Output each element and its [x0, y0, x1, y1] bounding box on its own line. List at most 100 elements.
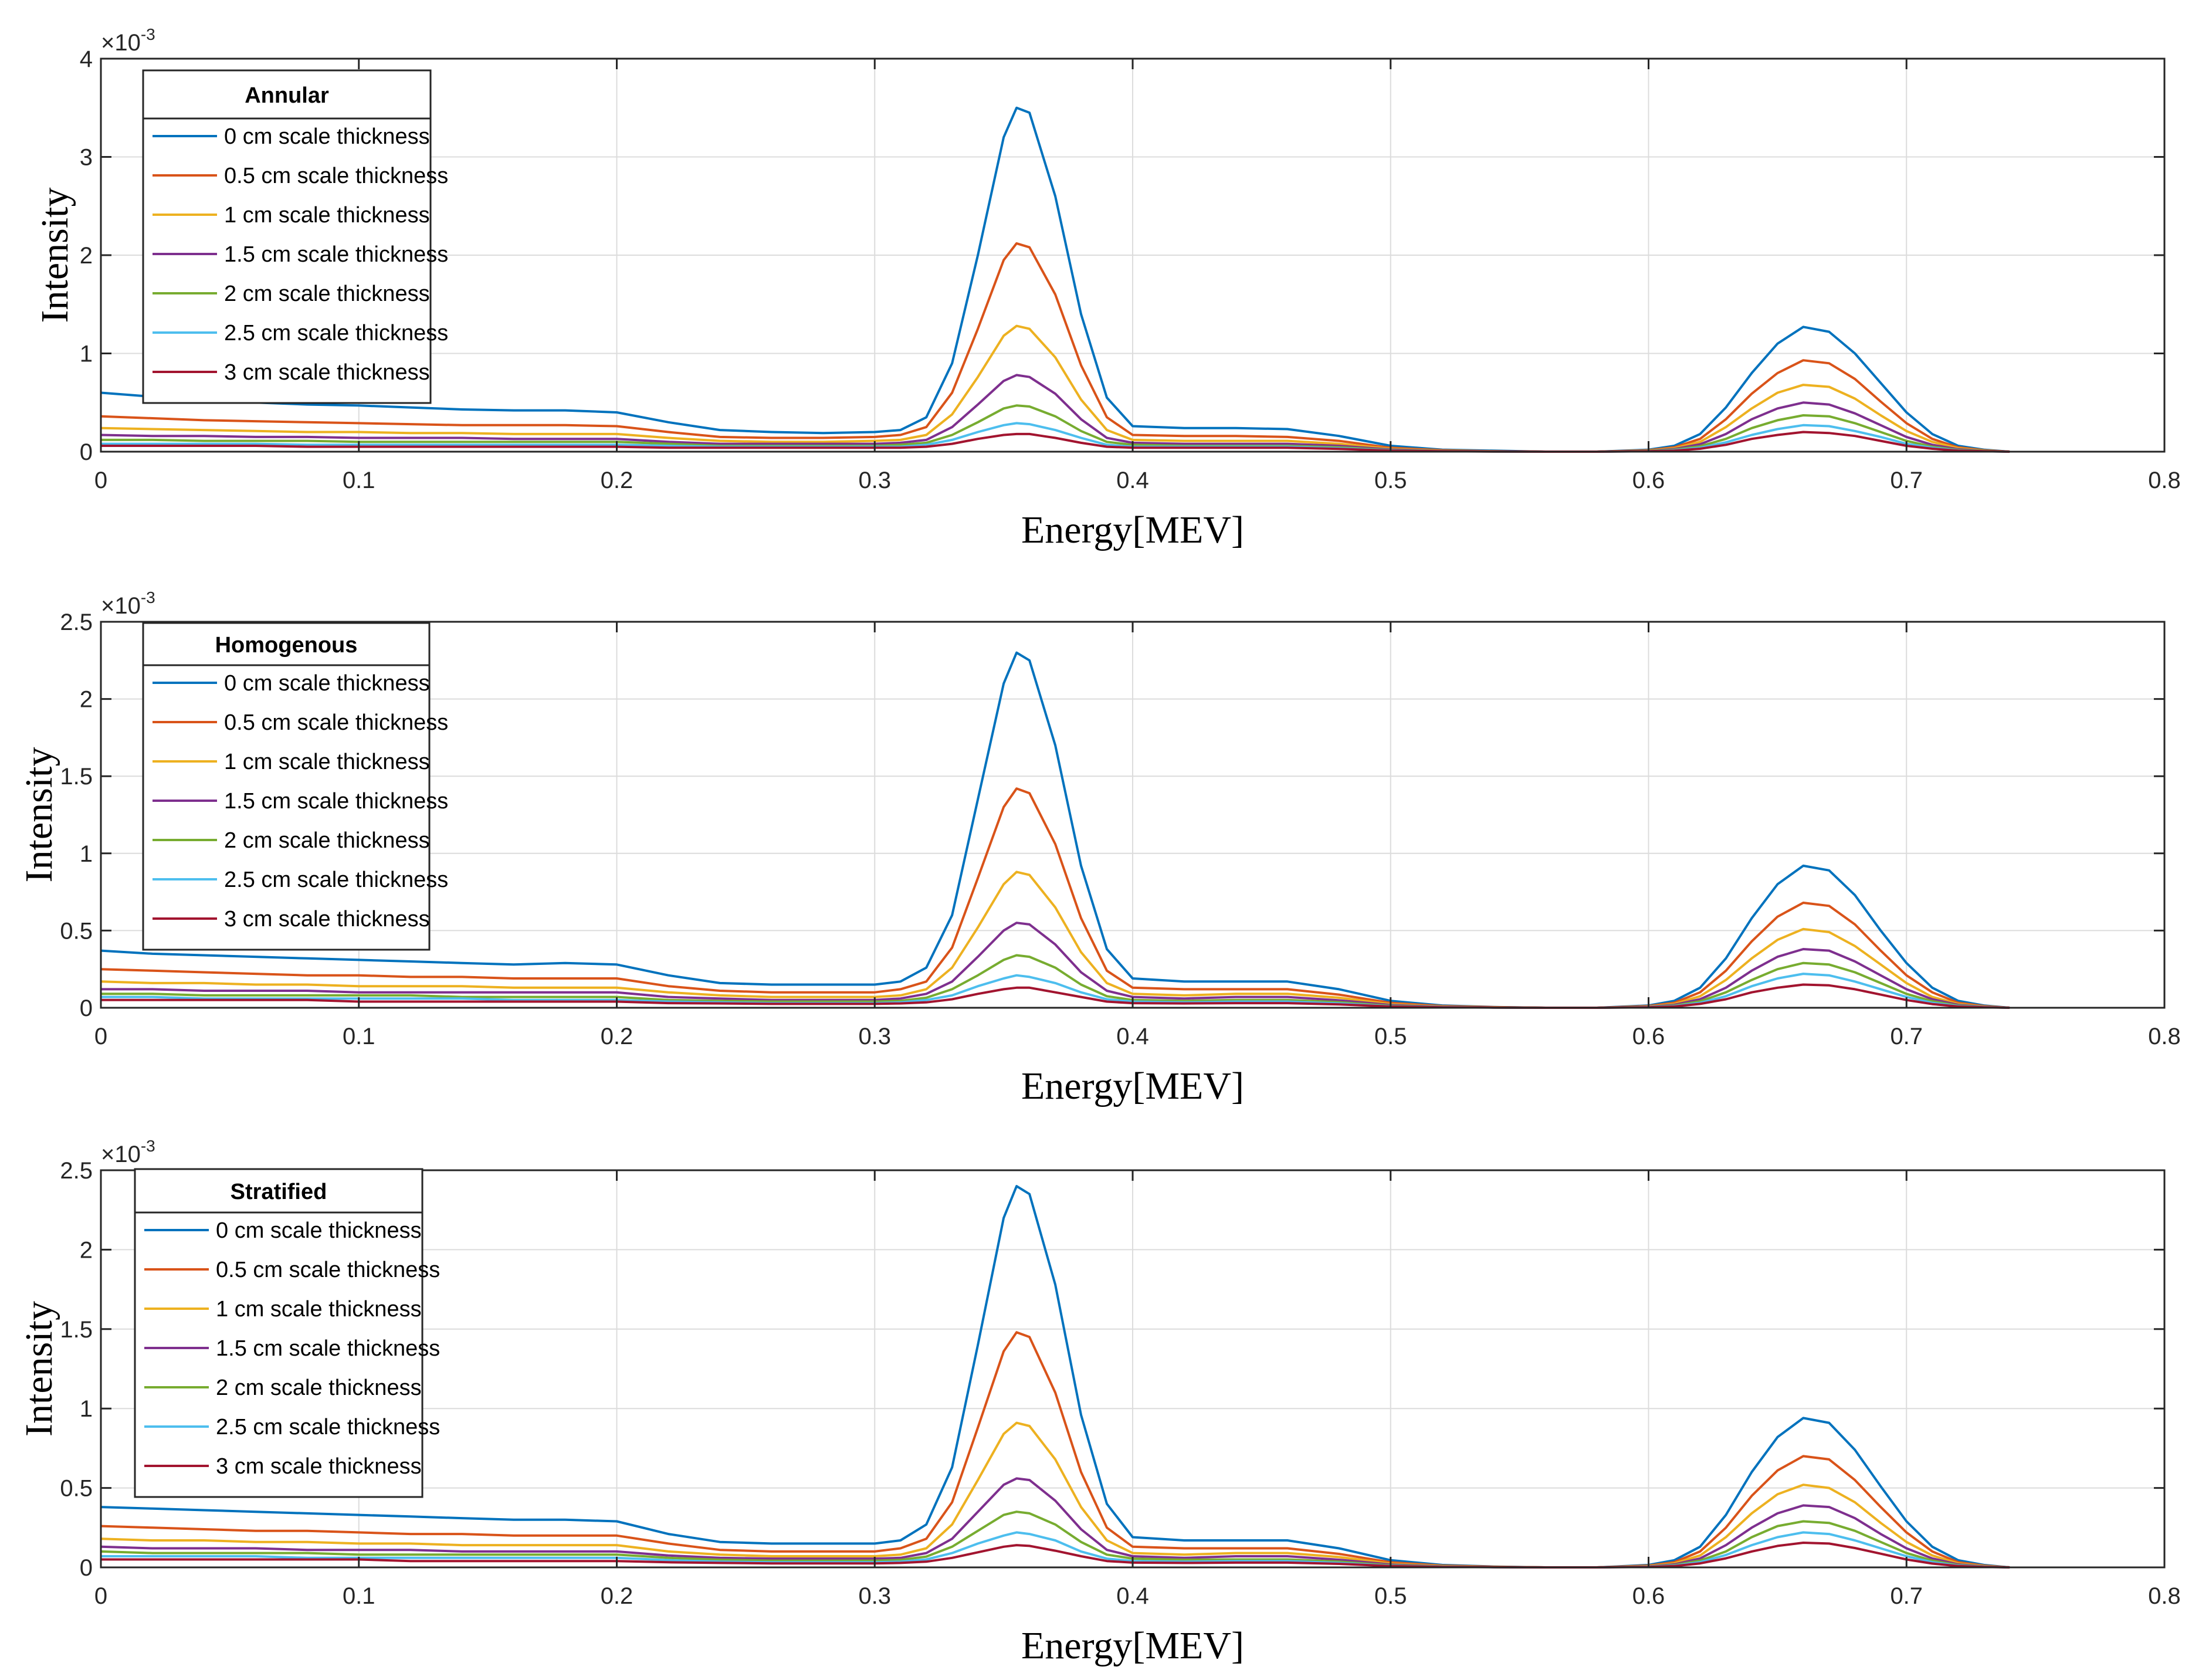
x-tick-label: 0.5: [1374, 468, 1407, 493]
x-tick-label: 0.5: [1374, 1583, 1407, 1609]
series-line-5: [101, 422, 2010, 453]
series-line-1: [100, 1331, 2010, 1569]
legend: Stratified 0 cm scale thickness 0.5 cm sca…: [134, 1168, 440, 1498]
legend-entry-label: 3 cm scale thickness: [224, 907, 430, 932]
legend-title: Stratified: [231, 1180, 327, 1204]
legend-entry-label: 0 cm scale thickness: [216, 1218, 422, 1243]
x-tick-label: 0: [94, 468, 107, 493]
series-line-1: [100, 787, 2010, 1009]
x-tick-label: 0: [94, 1024, 107, 1049]
series-line-0: [100, 106, 2010, 453]
y-tick-label: 1: [80, 341, 93, 367]
y-tick-label: 2: [80, 243, 93, 269]
series-line-6: [101, 983, 2010, 1009]
series-line-4: [101, 404, 2010, 453]
x-tick-label: 0.1: [343, 1024, 375, 1049]
legend-title: Annular: [245, 83, 329, 108]
series-line-3: [100, 1477, 2010, 1569]
y-tick-label: 0: [80, 439, 93, 465]
x-tick-label: 0.6: [1632, 1024, 1665, 1049]
series-line-3: [100, 374, 2010, 453]
legend-entry-label: 3 cm scale thickness: [224, 360, 430, 385]
legend-entry-label: 2 cm scale thickness: [216, 1376, 422, 1400]
x-tick-label: 0.6: [1632, 468, 1665, 493]
y-tick-label: 0.5: [60, 918, 93, 944]
legend-entry-label: 2 cm scale thickness: [224, 828, 430, 853]
legend-entry-label: 1 cm scale thickness: [216, 1297, 422, 1322]
x-tick-label: 0.3: [858, 1583, 891, 1609]
x-tick-label: 0.4: [1116, 1583, 1149, 1609]
chart-panel-homogenous: 0 0.1 0.2 0.3 0.4 0.5 0.6 0.7 0.8 0 0.5 1 1.5 2 2.5 ×10…: [18, 588, 2181, 1107]
y-tick-label: 0.5: [60, 1476, 93, 1502]
series-line-2: [100, 324, 2010, 453]
y-tick-label: 1: [80, 1396, 93, 1422]
y-axis-label: Intensity: [18, 747, 60, 883]
legend-entry-label: 0.5 cm scale thickness: [216, 1258, 440, 1282]
legend-entry-label: 1.5 cm scale thickness: [224, 242, 448, 267]
x-tick-label: 0.3: [858, 468, 891, 493]
series-line-4: [101, 954, 2010, 1009]
x-tick-label: 0.3: [858, 1024, 891, 1049]
y-tick-label: 2.5: [60, 1158, 93, 1184]
x-tick-label: 0.5: [1374, 1024, 1407, 1049]
x-tick-label: 0.7: [1890, 1024, 1923, 1049]
legend-entry-label: 2.5 cm scale thickness: [224, 868, 448, 892]
y-axis-label: Intensity: [18, 1301, 60, 1437]
legend-entry-label: 1.5 cm scale thickness: [224, 789, 448, 814]
series-line-6: [101, 1542, 2010, 1569]
y-tick-label: 1: [80, 841, 93, 867]
y-tick-label: 0: [80, 995, 93, 1021]
legend-entry-label: 0.5 cm scale thickness: [224, 710, 448, 735]
legend: Homogenous 0 cm scale thickness 0.5 cm sca…: [142, 622, 448, 951]
x-tick-label: 0.8: [2148, 468, 2181, 493]
series-line-5: [101, 1531, 2010, 1569]
x-axis-label: Energy[MEV]: [1021, 1065, 1244, 1107]
x-tick-label: 0.8: [2148, 1024, 2181, 1049]
x-tick-label: 0.4: [1116, 1024, 1149, 1049]
y-tick-label: 1.5: [60, 764, 93, 790]
y-tick-label: 3: [80, 145, 93, 171]
x-tick-label: 0.7: [1890, 1583, 1923, 1609]
series-line-0: [100, 1185, 2010, 1569]
legend-entry-label: 1 cm scale thickness: [224, 203, 430, 228]
y-tick-label: 2: [80, 687, 93, 713]
legend-entry-label: 0 cm scale thickness: [224, 124, 430, 149]
series-line-2: [100, 871, 2010, 1009]
x-axis-label: Energy[MEV]: [1021, 509, 1244, 551]
x-tick-label: 0.1: [343, 1583, 375, 1609]
x-tick-label: 0.2: [601, 1024, 633, 1049]
y-tick-label: 2.5: [60, 609, 93, 635]
legend-box: [134, 1168, 424, 1498]
series-line-6: [101, 431, 2010, 453]
legend-entry-label: 1 cm scale thickness: [224, 750, 430, 774]
y-exponent-label: ×10-3: [101, 588, 155, 619]
x-tick-label: 0.8: [2148, 1583, 2181, 1609]
y-tick-label: 0: [80, 1555, 93, 1581]
x-tick-label: 0.4: [1116, 468, 1149, 493]
series-line-3: [101, 922, 2010, 1009]
series-line-5: [101, 973, 2010, 1009]
x-tick-label: 0: [94, 1583, 107, 1609]
legend-entry-label: 2.5 cm scale thickness: [224, 321, 448, 346]
x-axis-label: Energy[MEV]: [1021, 1624, 1244, 1667]
legend-entry-label: 1.5 cm scale thickness: [216, 1336, 440, 1361]
series-line-1: [100, 242, 2010, 453]
legend-entry-label: 0 cm scale thickness: [224, 671, 430, 696]
legend-entry-label: 0.5 cm scale thickness: [224, 164, 448, 188]
legend-box: [142, 622, 431, 951]
x-tick-label: 0.2: [601, 468, 633, 493]
y-exponent-label: ×10-3: [101, 25, 155, 56]
x-tick-label: 0.1: [343, 468, 375, 493]
x-tick-label: 0.2: [601, 1583, 633, 1609]
legend-entry-label: 2 cm scale thickness: [224, 282, 430, 306]
legend-entry-label: 3 cm scale thickness: [216, 1454, 422, 1479]
y-tick-label: 2: [80, 1237, 93, 1263]
chart-panel-annular: 0 0.1 0.2 0.3 0.4 0.5 0.6 0.7 0.8 0 1 2 3 4 ×10-3 Energ…: [33, 25, 2181, 551]
legend-entry-label: 2.5 cm scale thickness: [216, 1415, 440, 1439]
legend: Annular 0 cm scale thickness 0.5 cm scale …: [142, 69, 448, 404]
y-axis-label: Intensity: [33, 188, 76, 323]
legend-box: [142, 69, 432, 404]
series-line-2: [100, 1421, 2010, 1569]
chart-panel-stratified: 0 0.1 0.2 0.3 0.4 0.5 0.6 0.7 0.8 0 0.5 1 1.5 2 2.5 ×10…: [18, 1137, 2181, 1667]
